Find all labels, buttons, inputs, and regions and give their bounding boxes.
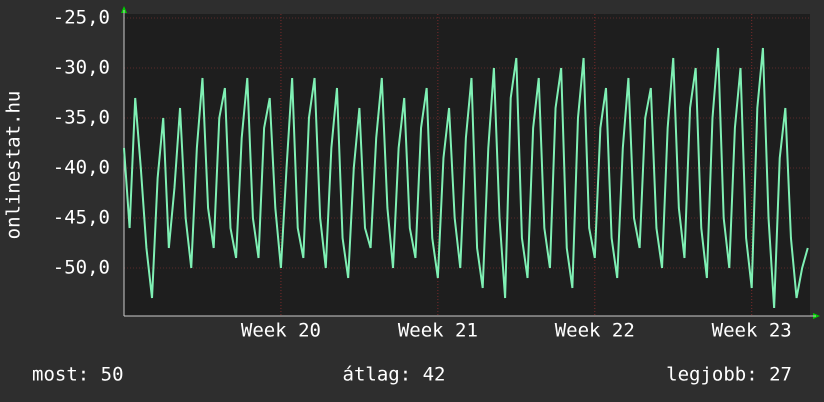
x-tick-label: Week 22 (555, 320, 635, 342)
footer-stat: átlag: 42 (343, 364, 446, 386)
x-tick-label: Week 21 (398, 320, 478, 342)
x-tick-label: Week 20 (241, 320, 321, 342)
x-tick-label: Week 23 (712, 320, 792, 342)
y-tick-label: -40,0 (53, 157, 110, 179)
y-tick-label: -25,0 (53, 7, 110, 29)
y-tick-label: -30,0 (53, 57, 110, 79)
footer-stat: legjobb: 27 (666, 364, 792, 386)
y-axis-label: onlinestat.hu (3, 91, 25, 240)
data-line (123, 47, 809, 309)
y-tick-label: -50,0 (53, 257, 110, 279)
y-tick-label: -35,0 (53, 107, 110, 129)
footer-stat: most: 50 (32, 364, 124, 386)
axis-arrow (813, 313, 820, 319)
plot-area (124, 14, 810, 316)
axis-arrow (121, 6, 127, 13)
y-tick-label: -45,0 (53, 207, 110, 229)
